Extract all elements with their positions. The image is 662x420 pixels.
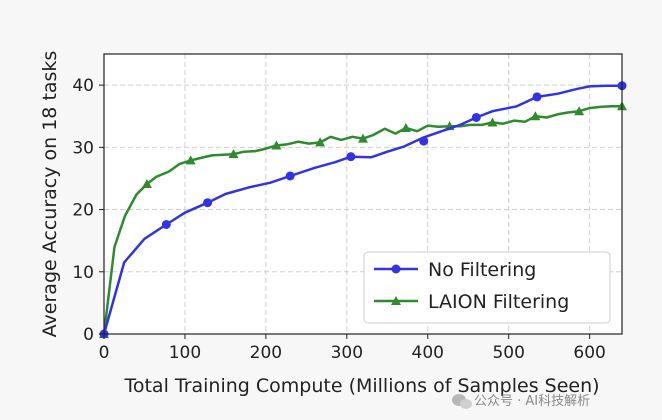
- data-point-no-filtering: [346, 152, 356, 162]
- y-tick-label-10: 10: [72, 263, 94, 283]
- data-point-laion-filtering: [487, 117, 498, 127]
- data-point-no-filtering: [532, 92, 542, 102]
- data-point-laion-filtering: [271, 140, 282, 150]
- x-tick-label-200: 200: [250, 343, 282, 363]
- legend-marker-laion-filtering: [391, 296, 401, 305]
- y-tick-label-30: 30: [72, 138, 94, 158]
- x-tick-label-500: 500: [492, 343, 524, 363]
- y-tick-label-20: 20: [72, 201, 94, 221]
- legend-label-laion-filtering: LAION Filtering: [428, 291, 569, 313]
- data-point-laion-filtering: [315, 137, 326, 147]
- x-axis-label: Total Training Compute (Millions of Samp…: [123, 375, 599, 397]
- data-point-laion-filtering: [228, 149, 239, 159]
- y-tick-label-0: 0: [83, 325, 94, 345]
- x-tick-label-300: 300: [331, 343, 363, 363]
- wechat-icon: [452, 394, 472, 409]
- data-point-laion-filtering: [530, 111, 541, 121]
- data-point-laion-filtering: [185, 155, 196, 165]
- data-point-no-filtering: [471, 112, 481, 122]
- data-point-laion-filtering: [141, 179, 152, 189]
- legend-label-no-filtering: No Filtering: [428, 259, 536, 281]
- y-tick-label-40: 40: [72, 76, 94, 96]
- watermark: 公众号 · AI科技解析: [452, 394, 590, 409]
- x-tick-label-600: 600: [573, 343, 605, 363]
- series-layer: [99, 81, 627, 339]
- data-point-laion-filtering: [574, 106, 585, 116]
- data-point-laion-filtering: [358, 133, 368, 143]
- y-axis-label: Average Accuracy on 18 tasks: [39, 51, 61, 338]
- watermark-text: 公众号 · AI科技解析: [474, 394, 590, 409]
- x-axis: 0 100 200 300 400 500 600: [99, 334, 606, 363]
- legend: No Filtering LAION Filtering: [363, 251, 611, 324]
- legend-marker-no-filtering: [391, 264, 401, 274]
- plot-frame: [103, 53, 623, 335]
- series-line-no-filtering: [102, 84, 622, 335]
- legend-box: [363, 251, 611, 324]
- data-point-no-filtering: [161, 219, 171, 229]
- x-tick-label-100: 100: [169, 343, 201, 363]
- data-point-laion-filtering: [400, 123, 411, 133]
- y-axis: 0 10 20 30 40: [72, 76, 104, 345]
- x-tick-label-0: 0: [99, 343, 110, 363]
- data-point-no-filtering: [285, 171, 295, 181]
- data-point-no-filtering: [203, 198, 213, 208]
- x-tick-label-400: 400: [412, 343, 444, 363]
- data-point-no-filtering: [419, 136, 429, 146]
